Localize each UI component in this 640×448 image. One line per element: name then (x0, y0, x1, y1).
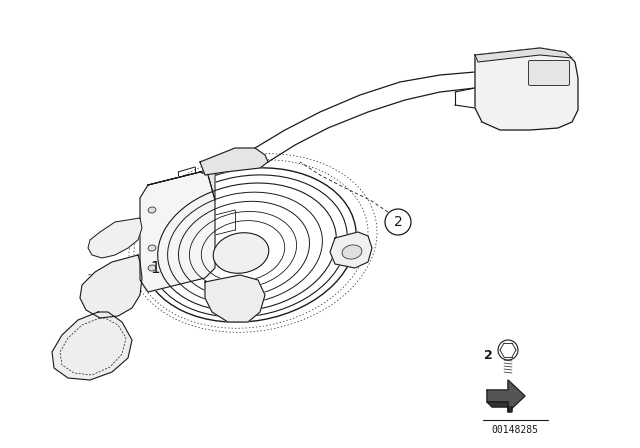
Ellipse shape (148, 245, 156, 251)
Polygon shape (52, 312, 132, 380)
Polygon shape (88, 218, 142, 258)
Polygon shape (487, 402, 512, 412)
Polygon shape (200, 148, 268, 175)
Ellipse shape (213, 233, 269, 273)
Ellipse shape (498, 340, 518, 360)
Polygon shape (475, 48, 578, 130)
Ellipse shape (148, 207, 156, 213)
Text: 00148285: 00148285 (492, 425, 538, 435)
Polygon shape (475, 48, 572, 62)
Polygon shape (148, 162, 228, 200)
Polygon shape (140, 172, 215, 292)
Ellipse shape (148, 265, 156, 271)
Ellipse shape (148, 175, 348, 317)
Polygon shape (487, 380, 525, 412)
Polygon shape (80, 255, 142, 318)
FancyBboxPatch shape (529, 60, 570, 86)
Text: 1: 1 (150, 260, 160, 276)
Ellipse shape (342, 245, 362, 259)
Text: 2: 2 (484, 349, 492, 362)
Polygon shape (330, 232, 372, 268)
Text: 2: 2 (394, 215, 403, 229)
Polygon shape (205, 275, 265, 322)
